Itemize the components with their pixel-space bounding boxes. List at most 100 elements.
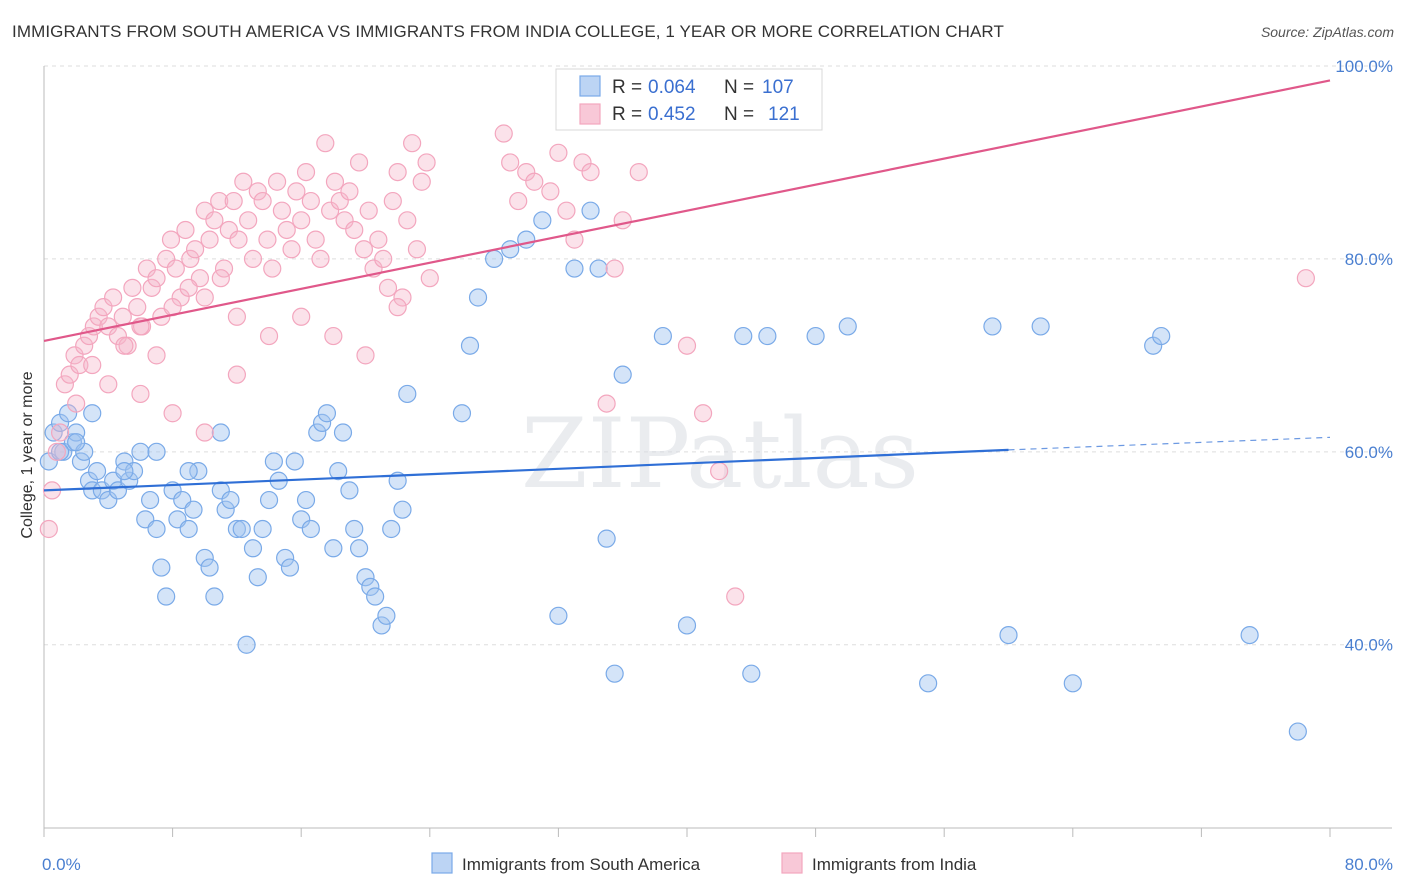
legend-swatch-india	[781, 852, 803, 874]
point-india-115	[147, 346, 166, 365]
point-south-america-21	[140, 490, 160, 510]
point-india-85	[541, 182, 560, 201]
point-south-america-83	[613, 365, 632, 384]
point-india-120	[227, 307, 246, 326]
point-india-21	[137, 259, 156, 278]
point-south-america-44	[264, 452, 283, 471]
point-india-18	[123, 278, 142, 297]
point-south-america-55	[324, 539, 343, 558]
point-india-22	[142, 278, 161, 297]
point-south-america-57	[333, 423, 353, 442]
point-india-74	[393, 288, 412, 307]
point-india-34	[200, 230, 219, 249]
point-south-america-84	[653, 326, 672, 346]
stats-r-label-1: R =	[612, 104, 642, 125]
point-south-america-78	[565, 259, 584, 278]
y-axis-label: College, 1 year or more	[19, 371, 36, 538]
stats-n-value-1: 121	[768, 104, 800, 125]
point-india-103	[227, 365, 246, 384]
point-india-60	[325, 172, 345, 191]
point-south-america-22	[147, 519, 166, 539]
point-south-america-104	[211, 423, 230, 442]
stats-swatch-south-america	[579, 75, 601, 97]
point-india-59	[321, 201, 340, 220]
point-india-91	[597, 394, 616, 413]
point-india-107	[356, 346, 375, 365]
point-india-90	[581, 163, 600, 182]
point-india-64	[345, 220, 364, 240]
point-india-33	[195, 201, 214, 220]
point-india-12	[94, 298, 113, 317]
point-india-97	[693, 404, 713, 423]
point-india-62	[335, 211, 354, 230]
watermark: ZIPatlas	[521, 398, 919, 510]
point-south-america-24	[157, 587, 176, 606]
point-south-america-77	[549, 606, 568, 625]
point-south-america-79	[581, 201, 600, 220]
point-south-america-105	[67, 433, 86, 452]
series-south-america-points	[39, 201, 1307, 741]
point-south-america-46	[276, 548, 295, 568]
point-india-57	[311, 249, 330, 269]
trend-lines	[43, 79, 1331, 492]
point-south-america-74	[501, 240, 520, 259]
point-south-america-47	[280, 558, 300, 577]
point-south-america-54	[317, 404, 337, 423]
point-india-73	[388, 163, 407, 182]
point-south-america-43	[259, 490, 279, 510]
point-india-92	[605, 259, 624, 278]
point-south-america-59	[345, 519, 364, 539]
stats-n-value-0: 107	[762, 77, 794, 98]
legend-swatch-south-america	[431, 852, 453, 874]
point-india-72	[383, 191, 402, 211]
point-south-america-64	[372, 616, 391, 635]
point-india-39	[224, 191, 243, 211]
point-south-america-7	[71, 452, 91, 471]
point-india-104	[259, 326, 279, 346]
point-india-65	[349, 153, 369, 172]
point-india-49	[272, 201, 292, 220]
point-india-111	[83, 355, 102, 375]
point-india-77	[407, 240, 427, 259]
point-south-america-11	[87, 462, 107, 481]
point-south-america-40	[243, 539, 263, 558]
point-india-42	[239, 211, 258, 230]
point-india-95	[1296, 269, 1315, 288]
point-south-america-65	[377, 606, 396, 625]
point-south-america-23	[152, 558, 171, 577]
point-south-america-37	[227, 519, 246, 539]
point-india-2	[47, 442, 66, 461]
point-south-america-71	[460, 336, 480, 355]
point-india-38	[219, 220, 238, 240]
point-india-14	[104, 288, 123, 307]
point-india-63	[340, 182, 359, 201]
point-india-94	[629, 163, 648, 182]
legend-label-india: Immigrants from India	[812, 855, 977, 874]
point-india-51	[282, 240, 301, 259]
point-south-america-56	[329, 462, 348, 481]
point-india-108	[388, 298, 407, 317]
point-india-27	[166, 259, 185, 278]
point-south-america-51	[301, 519, 320, 539]
point-south-america-88	[758, 326, 777, 346]
point-india-93	[613, 211, 632, 230]
point-india-55	[301, 191, 320, 211]
point-india-19	[128, 298, 147, 317]
point-south-america-73	[485, 249, 504, 269]
bottom-legend: Immigrants from South America Immigrants…	[431, 852, 977, 874]
point-south-america-35	[216, 500, 235, 519]
point-south-america-53	[312, 413, 332, 432]
stats-legend: R = 0.064 N = 107 R = 0.452 N = 121	[555, 68, 823, 131]
point-south-america-19	[131, 442, 150, 461]
point-south-america-69	[398, 384, 417, 404]
point-india-82	[509, 191, 528, 211]
point-india-105	[292, 307, 311, 326]
point-india-100	[131, 384, 150, 404]
point-india-23	[147, 269, 166, 288]
point-india-7	[70, 355, 89, 375]
point-south-america-30	[189, 462, 208, 481]
point-india-45	[253, 191, 272, 211]
series-india-points	[39, 124, 1315, 606]
point-south-america-92	[983, 317, 1002, 336]
point-south-america-80	[589, 259, 608, 278]
